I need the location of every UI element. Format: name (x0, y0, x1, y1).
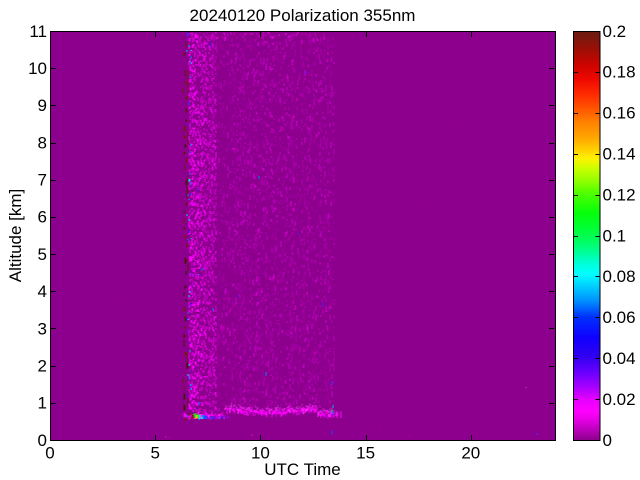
svg-text:0.1: 0.1 (603, 226, 627, 245)
svg-text:0.14: 0.14 (603, 145, 636, 164)
svg-text:20240120 Polarization 355nm: 20240120 Polarization 355nm (190, 6, 416, 25)
svg-text:10: 10 (251, 443, 270, 462)
svg-text:Altitude [km]: Altitude [km] (6, 189, 25, 283)
svg-text:0.12: 0.12 (603, 185, 636, 204)
svg-text:UTC Time: UTC Time (264, 460, 341, 479)
svg-text:7: 7 (38, 171, 47, 190)
svg-text:11: 11 (29, 22, 47, 41)
svg-text:9: 9 (38, 96, 47, 115)
svg-text:0.18: 0.18 (603, 63, 636, 82)
svg-text:5: 5 (38, 245, 47, 264)
svg-text:0: 0 (45, 443, 54, 462)
svg-text:0: 0 (603, 431, 612, 450)
svg-text:0.02: 0.02 (603, 390, 636, 409)
svg-text:4: 4 (38, 282, 47, 301)
svg-text:3: 3 (38, 319, 47, 338)
svg-text:0.2: 0.2 (603, 22, 627, 41)
svg-text:1: 1 (38, 394, 47, 413)
svg-text:2: 2 (38, 356, 47, 375)
svg-text:8: 8 (38, 133, 47, 152)
svg-text:10: 10 (28, 59, 47, 78)
svg-text:0.06: 0.06 (603, 308, 636, 327)
svg-text:0.08: 0.08 (603, 267, 636, 286)
svg-text:15: 15 (356, 443, 375, 462)
svg-text:0.16: 0.16 (603, 104, 636, 123)
svg-text:0: 0 (38, 431, 47, 450)
svg-text:5: 5 (150, 443, 159, 462)
svg-text:0.04: 0.04 (603, 349, 636, 368)
svg-text:20: 20 (461, 443, 480, 462)
svg-text:6: 6 (38, 208, 47, 227)
